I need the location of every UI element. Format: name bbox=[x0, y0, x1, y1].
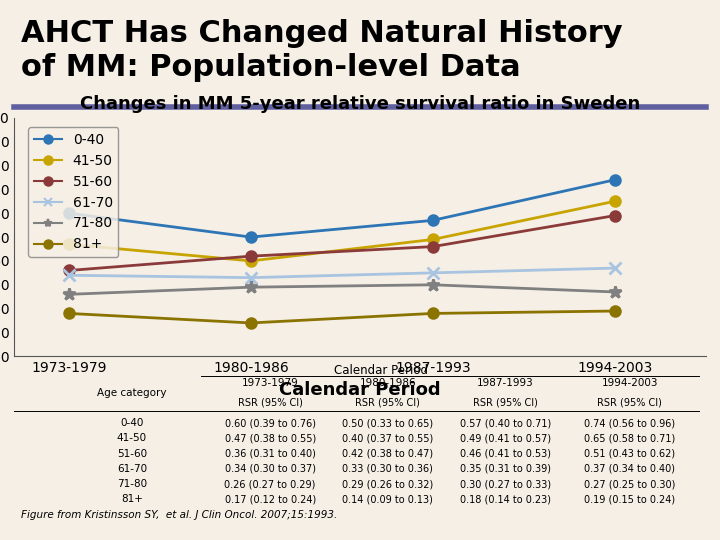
Text: 0.50 (0.33 to 0.65): 0.50 (0.33 to 0.65) bbox=[342, 418, 433, 428]
Text: RSR (95% CI): RSR (95% CI) bbox=[355, 397, 420, 407]
Line: 81+: 81+ bbox=[64, 306, 619, 328]
0-40 bbox=[246, 234, 255, 240]
Text: 0.74 (0.56 to 0.96): 0.74 (0.56 to 0.96) bbox=[584, 418, 675, 428]
Line: 71-80: 71-80 bbox=[63, 279, 621, 301]
41-50 bbox=[65, 241, 73, 247]
61-70 bbox=[65, 272, 73, 279]
Text: AHCT Has Changed Natural History
of MM: Population-level Data: AHCT Has Changed Natural History of MM: … bbox=[22, 19, 623, 82]
41-50 bbox=[246, 258, 255, 264]
Text: Figure from Kristinsson SY,  et al. J Clin Oncol. 2007;15:1993.: Figure from Kristinsson SY, et al. J Cli… bbox=[22, 510, 338, 519]
Text: RSR (95% CI): RSR (95% CI) bbox=[238, 397, 302, 407]
Text: 51-60: 51-60 bbox=[117, 449, 147, 458]
Text: 41-50: 41-50 bbox=[117, 433, 147, 443]
Text: RSR (95% CI): RSR (95% CI) bbox=[473, 397, 538, 407]
Text: 0.37 (0.34 to 0.40): 0.37 (0.34 to 0.40) bbox=[584, 464, 675, 474]
Text: 0.26 (0.27 to 0.29): 0.26 (0.27 to 0.29) bbox=[225, 479, 316, 489]
41-50 bbox=[611, 198, 619, 205]
Text: 0.49 (0.41 to 0.57): 0.49 (0.41 to 0.57) bbox=[459, 433, 551, 443]
Text: 1980-1986: 1980-1986 bbox=[359, 378, 416, 388]
81+ bbox=[65, 310, 73, 316]
Text: 0-40: 0-40 bbox=[120, 418, 143, 428]
Line: 51-60: 51-60 bbox=[64, 211, 619, 275]
Text: 0.40 (0.37 to 0.55): 0.40 (0.37 to 0.55) bbox=[342, 433, 433, 443]
71-80 bbox=[65, 291, 73, 298]
Text: 0.60 (0.39 to 0.76): 0.60 (0.39 to 0.76) bbox=[225, 418, 315, 428]
Text: Calendar Period: Calendar Period bbox=[334, 364, 428, 377]
81+ bbox=[246, 320, 255, 326]
Text: 0.36 (0.31 to 0.40): 0.36 (0.31 to 0.40) bbox=[225, 449, 315, 458]
0-40 bbox=[611, 177, 619, 183]
Text: 0.51 (0.43 to 0.62): 0.51 (0.43 to 0.62) bbox=[584, 449, 675, 458]
61-70 bbox=[611, 265, 619, 271]
81+ bbox=[611, 308, 619, 314]
Text: 0.30 (0.27 to 0.33): 0.30 (0.27 to 0.33) bbox=[459, 479, 551, 489]
Text: 0.46 (0.41 to 0.53): 0.46 (0.41 to 0.53) bbox=[459, 449, 551, 458]
Text: 0.29 (0.26 to 0.32): 0.29 (0.26 to 0.32) bbox=[342, 479, 433, 489]
Text: 0.27 (0.25 to 0.30): 0.27 (0.25 to 0.30) bbox=[584, 479, 675, 489]
Text: 0.34 (0.30 to 0.37): 0.34 (0.30 to 0.37) bbox=[225, 464, 315, 474]
51-60 bbox=[65, 267, 73, 274]
51-60 bbox=[246, 253, 255, 259]
Text: 0.57 (0.40 to 0.71): 0.57 (0.40 to 0.71) bbox=[459, 418, 551, 428]
Text: 0.19 (0.15 to 0.24): 0.19 (0.15 to 0.24) bbox=[584, 495, 675, 504]
61-70 bbox=[428, 269, 437, 276]
41-50 bbox=[428, 236, 437, 242]
61-70 bbox=[246, 274, 255, 281]
Text: 0.18 (0.14 to 0.23): 0.18 (0.14 to 0.23) bbox=[459, 495, 551, 504]
Line: 0-40: 0-40 bbox=[64, 175, 619, 242]
Title: Changes in MM 5-year relative survival ratio in Sweden: Changes in MM 5-year relative survival r… bbox=[80, 96, 640, 113]
Legend: 0-40, 41-50, 51-60, 61-70, 71-80, 81+: 0-40, 41-50, 51-60, 61-70, 71-80, 81+ bbox=[28, 127, 118, 257]
Text: 61-70: 61-70 bbox=[117, 464, 147, 474]
Text: 81+: 81+ bbox=[121, 495, 143, 504]
Text: 71-80: 71-80 bbox=[117, 479, 147, 489]
51-60 bbox=[428, 244, 437, 250]
Line: 61-70: 61-70 bbox=[63, 262, 621, 284]
71-80 bbox=[246, 284, 255, 291]
0-40 bbox=[65, 210, 73, 217]
81+ bbox=[428, 310, 437, 316]
Line: 41-50: 41-50 bbox=[64, 197, 619, 266]
Text: 0.47 (0.38 to 0.55): 0.47 (0.38 to 0.55) bbox=[225, 433, 316, 443]
0-40 bbox=[428, 217, 437, 224]
Text: 1987-1993: 1987-1993 bbox=[477, 378, 534, 388]
71-80 bbox=[611, 289, 619, 295]
71-80 bbox=[428, 281, 437, 288]
Text: 0.42 (0.38 to 0.47): 0.42 (0.38 to 0.47) bbox=[342, 449, 433, 458]
Text: 1994-2003: 1994-2003 bbox=[601, 378, 658, 388]
Text: 1973-1979: 1973-1979 bbox=[242, 378, 299, 388]
Text: 0.14 (0.09 to 0.13): 0.14 (0.09 to 0.13) bbox=[342, 495, 433, 504]
Text: 0.33 (0.30 to 0.36): 0.33 (0.30 to 0.36) bbox=[342, 464, 433, 474]
Text: 0.35 (0.31 to 0.39): 0.35 (0.31 to 0.39) bbox=[459, 464, 551, 474]
Text: 0.17 (0.12 to 0.24): 0.17 (0.12 to 0.24) bbox=[225, 495, 316, 504]
Text: RSR (95% CI): RSR (95% CI) bbox=[597, 397, 662, 407]
X-axis label: Calendar Period: Calendar Period bbox=[279, 381, 441, 399]
Text: Age category: Age category bbox=[97, 388, 166, 397]
Text: 0.65 (0.58 to 0.71): 0.65 (0.58 to 0.71) bbox=[584, 433, 675, 443]
51-60 bbox=[611, 212, 619, 219]
